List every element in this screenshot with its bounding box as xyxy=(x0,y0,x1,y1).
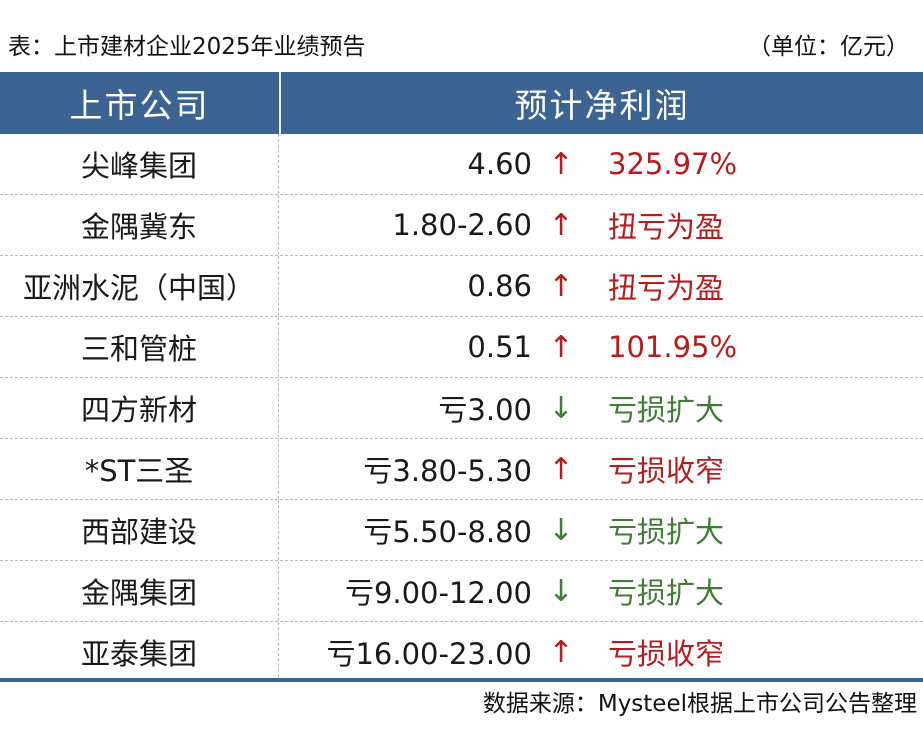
trend-arrow-icon: ↑ xyxy=(548,207,574,243)
table-bottom-rule xyxy=(0,678,923,682)
table-header: 上市公司 预计净利润 xyxy=(0,72,923,134)
company-name: 金隅冀东 xyxy=(0,195,279,255)
company-name: 金隅集团 xyxy=(0,561,279,621)
source-note: 数据来源：Mysteel根据上市公司公告整理 xyxy=(482,691,917,717)
net-profit-value: 亏3.80-5.30 xyxy=(363,454,532,488)
change-description: 亏损扩大 xyxy=(608,393,725,427)
trend-arrow-icon: ↓ xyxy=(548,512,574,548)
trend-arrow-icon: ↓ xyxy=(548,390,574,426)
unit-label: （单位：亿元） xyxy=(748,34,909,60)
company-name: 西部建设 xyxy=(0,500,279,560)
table-row: 金隅冀东 1.80-2.60 ↑ 扭亏为盈 xyxy=(0,195,923,256)
trend-arrow-icon: ↑ xyxy=(548,329,574,365)
company-name: 四方新材 xyxy=(0,378,279,438)
table-row: 金隅集团 亏9.00-12.00 ↓ 亏损扩大 xyxy=(0,561,923,622)
header-divider xyxy=(279,72,281,134)
net-profit-value: 0.86 xyxy=(467,269,532,303)
change-description: 亏损扩大 xyxy=(608,515,725,549)
trend-arrow-icon: ↑ xyxy=(548,146,574,182)
net-profit-value: 亏5.50-8.80 xyxy=(363,515,532,549)
table-title: 表：上市建材企业2025年业绩预告 xyxy=(8,34,366,60)
table-body: 尖峰集团 4.60 ↑ 325.97% 金隅冀东 1.80-2.60 ↑ 扭亏为盈 亚洲水泥（中… xyxy=(0,134,923,682)
change-description: 扭亏为盈 xyxy=(608,210,725,244)
table-row: 四方新材 亏3.00 ↓ 亏损扩大 xyxy=(0,378,923,439)
table-row: 三和管桩 0.51 ↑ 101.95% xyxy=(0,317,923,378)
company-name: 亚洲水泥（中国） xyxy=(0,256,279,316)
company-name: *ST三圣 xyxy=(0,439,279,499)
net-profit-value: 亏9.00-12.00 xyxy=(344,576,532,610)
table-row: 西部建设 亏5.50-8.80 ↓ 亏损扩大 xyxy=(0,500,923,561)
trend-arrow-icon: ↓ xyxy=(548,573,574,609)
net-profit-value: 1.80-2.60 xyxy=(392,208,532,242)
table-row: 亚泰集团 亏16.00-23.00 ↑ 亏损收窄 xyxy=(0,622,923,682)
change-description: 亏损收窄 xyxy=(608,454,725,488)
company-name: 亚泰集团 xyxy=(0,622,279,682)
net-profit-value: 0.51 xyxy=(467,330,532,364)
change-description: 325.97% xyxy=(608,147,738,181)
trend-arrow-icon: ↑ xyxy=(548,451,574,487)
net-profit-value: 亏16.00-23.00 xyxy=(326,637,532,671)
table-row: *ST三圣 亏3.80-5.30 ↑ 亏损收窄 xyxy=(0,439,923,500)
change-description: 扭亏为盈 xyxy=(608,271,725,305)
company-name: 尖峰集团 xyxy=(0,134,279,194)
change-description: 101.95% xyxy=(608,330,738,364)
earnings-forecast-table: 上市公司 预计净利润 尖峰集团 4.60 ↑ 325.97% 金隅冀东 1.80-2.60… xyxy=(0,72,923,682)
net-profit-value: 亏3.00 xyxy=(438,393,532,427)
change-description: 亏损扩大 xyxy=(608,576,725,610)
change-description: 亏损收窄 xyxy=(608,637,725,671)
table-caption: 表：上市建材企业2025年业绩预告 （单位：亿元） xyxy=(8,24,909,64)
table-row: 尖峰集团 4.60 ↑ 325.97% xyxy=(0,134,923,195)
column-header-net-profit: 预计净利润 xyxy=(514,86,690,125)
column-header-company: 上市公司 xyxy=(69,86,210,125)
net-profit-value: 4.60 xyxy=(467,147,532,181)
trend-arrow-icon: ↑ xyxy=(548,268,574,304)
trend-arrow-icon: ↑ xyxy=(548,634,574,670)
company-name: 三和管桩 xyxy=(0,317,279,377)
table-row: 亚洲水泥（中国） 0.86 ↑ 扭亏为盈 xyxy=(0,256,923,317)
